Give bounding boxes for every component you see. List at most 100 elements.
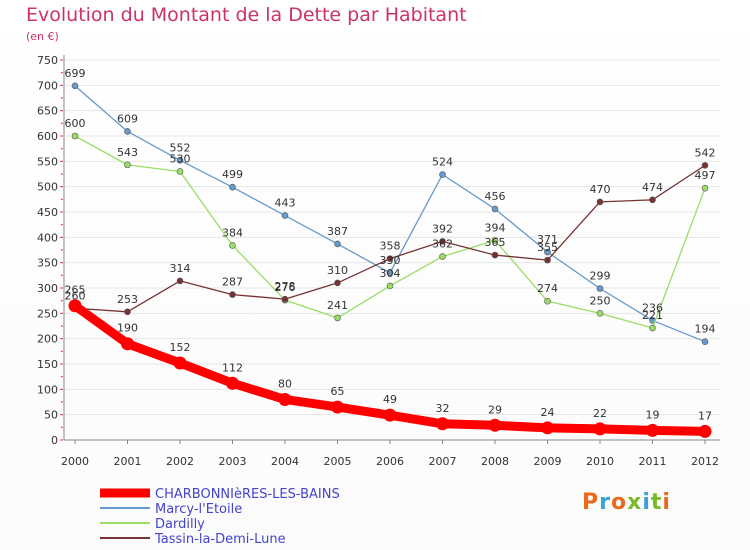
data-label: 112 [222,361,243,374]
data-point [698,424,712,438]
data-label: 241 [327,299,348,312]
data-label: 362 [432,238,453,251]
y-tick-label: 750 [37,54,58,67]
data-label: 221 [642,309,663,322]
data-point [229,242,236,249]
data-label: 497 [695,169,716,182]
data-label: 29 [488,403,502,416]
data-point [491,251,499,259]
logo-letter: t [650,490,663,515]
data-point [176,168,184,175]
x-tick-label: 2008 [481,455,509,468]
x-tick-label: 2012 [691,455,719,468]
data-point [544,248,551,256]
chart-subtitle: (en €) [26,30,59,43]
x-tick-label: 2011 [639,455,667,468]
data-label: 392 [432,222,453,235]
data-label: 276 [275,281,296,294]
data-label: 22 [593,407,607,420]
data-point [281,295,289,303]
proxiti-logo: Proxiti [582,490,671,515]
data-label: 499 [222,168,243,181]
y-tick-label: 650 [37,105,58,118]
logo-letter: o [610,490,628,515]
x-tick-label: 2009 [534,455,562,468]
data-labels: 699 609 552 499 443 387 330 524 456 371 299 236 194 6… [65,67,716,423]
data-label: 474 [642,181,663,194]
data-label: 49 [383,393,397,406]
y-tick-label: 300 [37,282,58,295]
y-tick-label: 200 [37,333,58,346]
data-point [593,422,607,436]
data-label: 387 [327,225,348,238]
data-label: 530 [170,152,191,165]
data-point [701,184,709,192]
data-point [281,212,289,219]
data-point [278,392,292,406]
logo-letter: i [642,490,651,515]
data-label: 310 [327,264,348,277]
logo-letter: i [662,490,671,515]
y-tick-label: 0 [51,434,58,447]
data-point [488,418,502,432]
data-point [544,297,551,305]
data-label: 287 [222,276,243,289]
x-tick-label: 2000 [61,455,89,468]
data-label: 543 [117,146,138,159]
x-tick-label: 2001 [114,455,142,468]
y-tick-label: 350 [37,257,58,270]
data-point [124,308,131,316]
x-tick-label: 2006 [376,455,404,468]
data-label: 299 [590,270,611,283]
x-tick-label: 2004 [271,455,299,468]
data-point [596,198,604,206]
axes: 0 50 100 150 200 250 300 350 400 450 500 550 600 650 7… [37,54,720,468]
data-label: 314 [170,262,191,275]
x-tick-label: 2002 [166,455,194,468]
data-point [334,240,341,248]
data-point [491,237,499,244]
logo-letter: x [627,490,643,515]
data-point [649,196,656,204]
logo-letter: P [582,490,600,515]
data-point [386,269,394,277]
y-tick-label: 600 [37,130,58,143]
data-label: 699 [65,67,86,80]
y-tick-label: 50 [44,409,58,422]
data-point [334,314,341,322]
data-point [649,324,656,332]
y-tick-label: 450 [37,206,58,219]
data-point [173,356,187,370]
data-label: 371 [537,233,558,246]
data-label: 152 [170,341,191,354]
data-point [541,421,554,435]
data-point [331,400,344,414]
y-tick-label: 150 [37,358,58,371]
data-point [439,238,446,245]
series-layer [68,82,712,438]
data-label: 542 [695,146,716,159]
legend: CHARBONNIèRES-LES-BAINSMarcy-l'EtoileDar… [100,487,340,547]
data-label: 80 [278,377,292,390]
data-label: 456 [485,190,506,203]
data-point [229,183,236,191]
data-label: 17 [698,409,712,422]
data-point [596,285,604,292]
series-line-3 [74,164,706,313]
data-point [596,310,604,317]
data-point [176,157,184,164]
y-tick-label: 700 [37,79,58,92]
data-label: 194 [695,323,716,336]
data-point [544,256,551,264]
legend-label: Marcy-l'Etoile [155,502,242,517]
data-point [229,291,236,298]
data-label: 32 [436,402,450,415]
legend-label: Dardilly [155,517,205,532]
series-line-1 [74,85,706,343]
data-label: 190 [117,322,138,335]
legend-label: Tassin-la-Demi-Lune [154,532,286,547]
data-label: 265 [65,284,86,297]
grid-lines [65,59,720,416]
data-label: 358 [380,240,401,253]
